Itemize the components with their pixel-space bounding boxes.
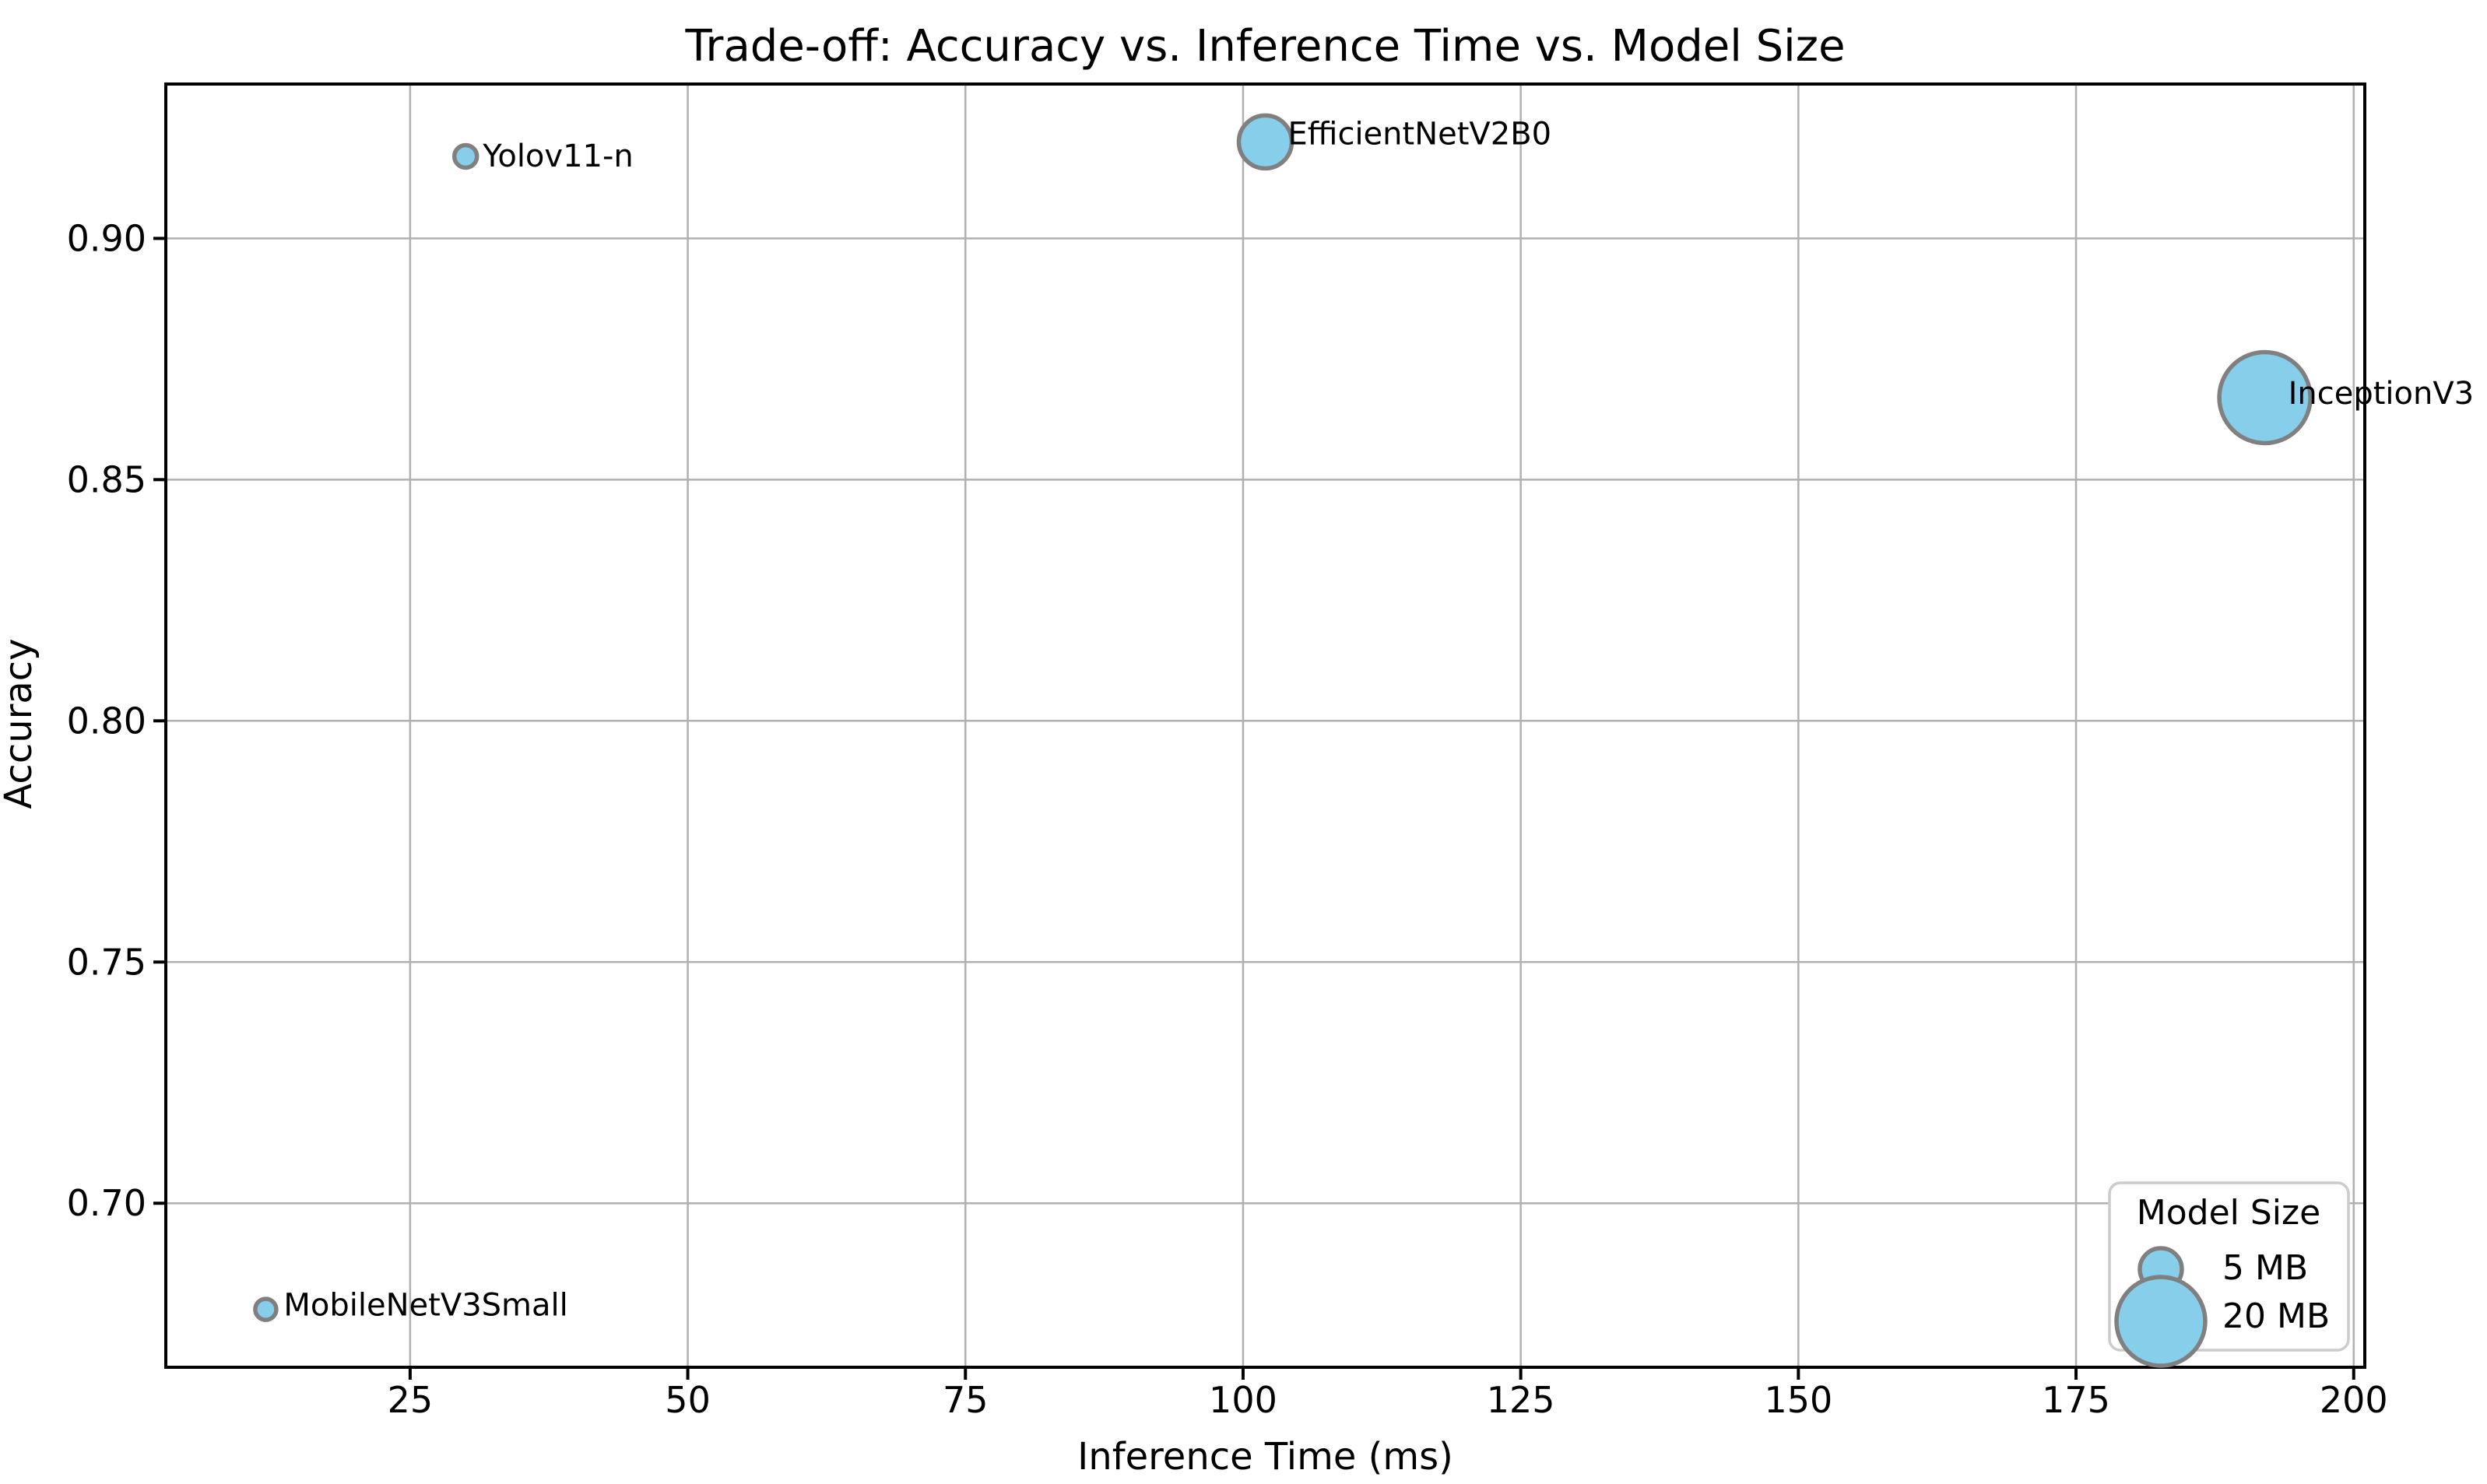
tick-labels: 25 50 75 100 125 150 175 200 0.70 0.75 0.80 0.85 0.9… [67,217,2388,1421]
legend: Model Size 5 MB 20 MB [2108,1181,2350,1368]
point-label: Yolov11-n [482,139,634,174]
y-tick-label: 0.70 [67,1182,146,1224]
plot-border [164,82,2366,1369]
legend-title: Model Size [2137,1193,2320,1233]
y-axis-label: Accuracy [0,638,40,809]
point-label: EfficientNetV2B0 [1288,116,1552,152]
point-label: MobileNetV3Small [283,1288,567,1324]
x-tick-label: 200 [2320,1379,2388,1421]
legend-entry-label: 20 MB [2222,1296,2330,1336]
x-tick-label: 100 [1209,1379,1277,1421]
x-tick-label: 150 [1764,1379,1832,1421]
y-tick-label: 0.85 [67,458,146,500]
data-points: MobileNetV3Small Yolov11-n EfficientNetV2B… [253,113,2475,1324]
bubble-EfficientNetV2B0 [1236,113,1294,171]
y-tick-label: 0.90 [67,217,146,259]
x-tick-label: 50 [665,1379,711,1421]
x-axis-label: Inference Time (ms) [1077,1435,1453,1479]
bubble-Yolov11-n [451,142,479,170]
grid [166,84,2365,1367]
x-tick-label: 125 [1487,1379,1555,1421]
x-tick-label: 175 [2042,1379,2110,1421]
legend-bubble-20 MB [2114,1275,2208,1368]
bubble-InceptionV3 [2217,349,2313,446]
bubble-MobileNetV3Small [253,1296,279,1322]
y-tick-label: 0.80 [67,700,146,742]
legend-entry-label: 5 MB [2222,1248,2308,1288]
x-tick-label: 75 [943,1379,989,1421]
y-tick-label: 0.75 [67,941,146,983]
chart-title: Trade-off: Accuracy vs. Inference Time v… [684,21,1845,72]
point-label: InceptionV3 [2289,376,2475,412]
tick-marks [153,237,2355,1380]
x-tick-label: 25 [388,1379,434,1421]
